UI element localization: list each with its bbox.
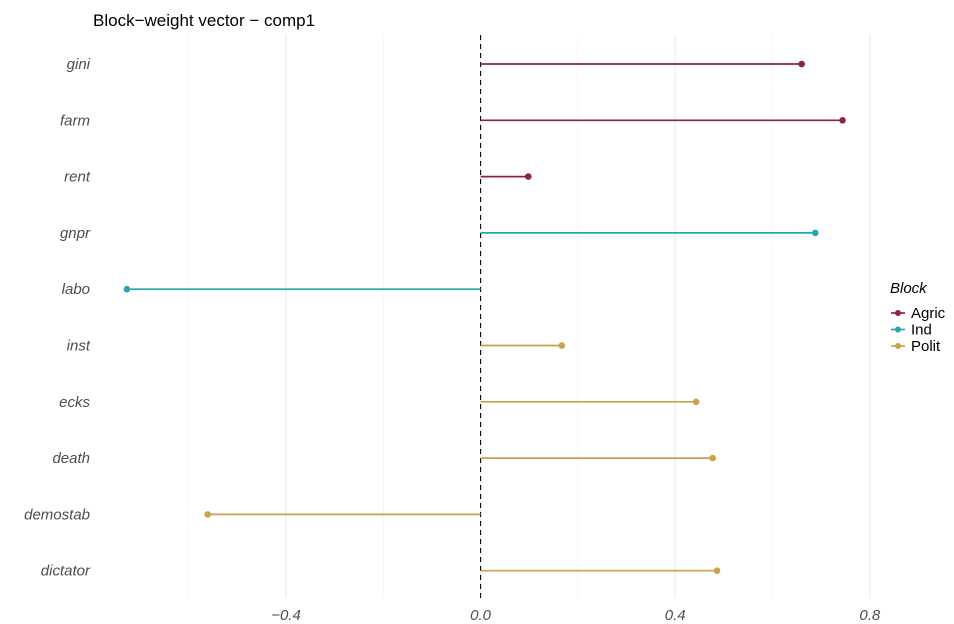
lollipop-point-labo [123,285,131,293]
lollipop-point-gini [798,60,805,68]
x-tick-label: 0.0 [470,607,492,624]
legend-key-point-polit [895,343,901,349]
y-tick-label-demostab: demostab [24,506,90,523]
lollipop-point-demostab [204,511,211,518]
lollipop-point-gnpr [812,229,819,237]
lollipop-point-dictator [713,567,721,574]
y-tick-label-ecks: ecks [59,394,90,411]
legend-label-agric: Agric [911,305,946,322]
legend-key-point-agric [895,310,901,316]
chart-title: Block−weight vector − comp1 [93,11,315,30]
lollipop-point-inst [558,342,566,349]
y-tick-label-inst: inst [67,338,91,355]
y-tick-label-farm: farm [60,112,90,129]
lollipop-point-rent [524,173,532,180]
lollipop-marks [123,60,846,574]
legend-key-point-ind [895,326,901,333]
legend-label-ind: Ind [911,322,932,339]
lollipop-point-farm [839,117,846,124]
y-tick-label-death: death [52,450,90,467]
y-tick-label-rent: rent [64,169,91,186]
y-tick-label-gnpr: gnpr [60,225,91,242]
x-tick-label: 0.8 [859,607,881,624]
legend-label-polit: Polit [911,338,941,355]
y-tick-label-labo: labo [62,281,90,298]
x-axis-labels: −0.4 0.0 0.4 0.8 [271,607,881,624]
grid-lines [188,35,871,598]
lollipop-point-ecks [692,398,700,406]
y-tick-label-gini: gini [67,56,91,73]
legend-title: Block [890,280,928,297]
y-axis-labels: gini farm rent gnpr labo inst ecks death demosta… [24,56,91,580]
y-tick-label-dictator: dictator [41,563,91,580]
lollipop-point-death [709,454,716,462]
x-tick-label: 0.4 [665,607,686,624]
x-tick-label: −0.4 [271,607,301,624]
